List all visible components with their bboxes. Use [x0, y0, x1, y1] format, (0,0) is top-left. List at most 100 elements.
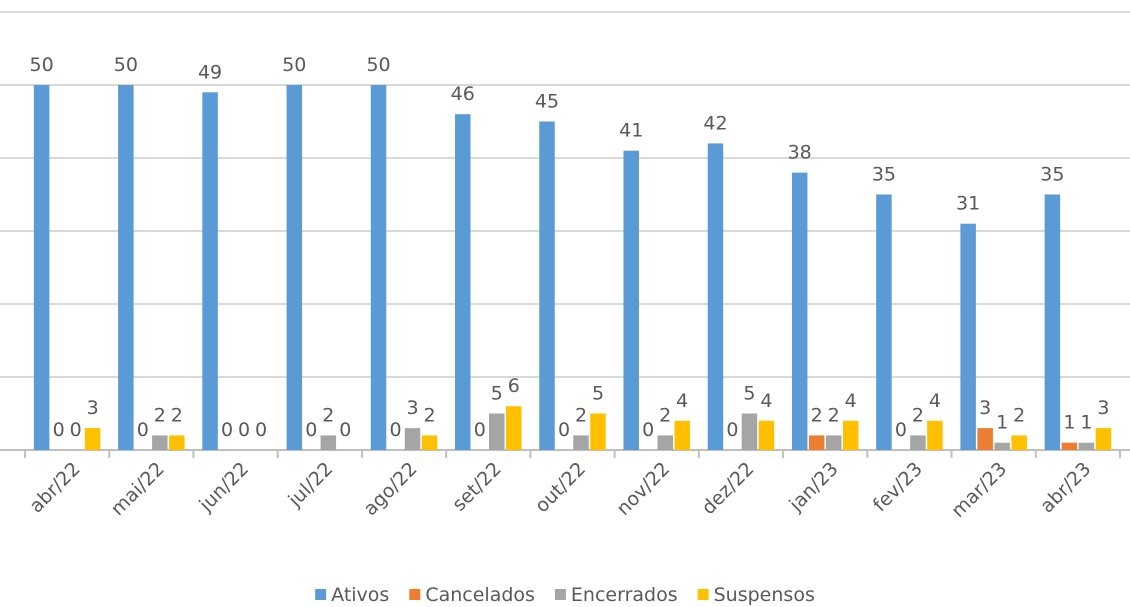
bar — [623, 150, 639, 450]
value-label: 0 — [221, 419, 233, 441]
legend-swatch — [554, 589, 566, 600]
value-label: 5 — [491, 383, 503, 405]
value-label: 3 — [87, 397, 99, 419]
value-label: 2 — [575, 404, 587, 426]
legend-swatch — [697, 589, 709, 600]
bar — [994, 442, 1010, 450]
value-label: 2 — [154, 404, 166, 426]
x-tick-label: ago/22 — [359, 458, 421, 520]
value-label: 0 — [642, 419, 654, 441]
x-tick-label: jul/22 — [283, 458, 337, 512]
value-label: 0 — [255, 419, 267, 441]
value-label: 0 — [339, 419, 351, 441]
x-tick-label: set/22 — [448, 458, 506, 516]
value-label: 3 — [406, 397, 418, 419]
value-label: 2 — [811, 404, 823, 426]
bar — [1095, 428, 1112, 450]
bar — [489, 413, 505, 450]
legend-label: Encerrados — [571, 584, 678, 606]
x-tick-label: jan/23 — [784, 458, 842, 516]
bar — [1011, 435, 1027, 450]
bar — [927, 420, 943, 450]
bar — [1078, 442, 1095, 450]
value-label: 1 — [996, 412, 1008, 434]
value-label: 5 — [743, 383, 755, 405]
value-label: 35 — [1040, 164, 1064, 186]
value-label: 2 — [1013, 404, 1025, 426]
x-tick-label: fev/23 — [869, 458, 927, 516]
bar — [977, 428, 993, 450]
x-tick-label: dez/22 — [697, 458, 758, 519]
value-label: 46 — [451, 83, 475, 105]
legend-label: Ativos — [331, 584, 389, 606]
value-label: 2 — [912, 404, 924, 426]
bar — [118, 85, 134, 450]
value-label: 2 — [171, 404, 183, 426]
value-label: 4 — [929, 390, 941, 412]
value-label: 2 — [423, 404, 435, 426]
value-label: 38 — [788, 142, 812, 164]
value-label: 50 — [282, 54, 306, 76]
bar — [657, 435, 673, 450]
bar — [286, 85, 303, 450]
x-tick-label: mai/22 — [107, 458, 169, 520]
bar — [590, 413, 606, 450]
bar — [842, 420, 859, 450]
value-label: 0 — [305, 419, 317, 441]
bar — [741, 413, 758, 450]
value-label: 0 — [70, 419, 82, 441]
legend-label: Suspensos — [714, 584, 815, 606]
value-label: 0 — [895, 419, 907, 441]
bar — [1061, 442, 1078, 450]
bar — [707, 143, 724, 450]
bar — [539, 121, 555, 450]
value-label: 4 — [845, 390, 857, 412]
bar — [758, 420, 775, 450]
value-label: 4 — [676, 390, 688, 412]
x-tick-label: abr/23 — [1036, 458, 1095, 517]
value-label: 50 — [366, 54, 390, 76]
bar — [202, 92, 218, 451]
x-tick-label: jun/22 — [194, 458, 253, 517]
bar — [1044, 194, 1061, 450]
value-label: 0 — [389, 419, 401, 441]
bar — [960, 223, 976, 450]
bar — [33, 85, 50, 450]
bar — [169, 435, 185, 450]
x-tick-label: mar/23 — [947, 458, 1011, 522]
legend-swatch — [315, 589, 327, 600]
bar — [404, 428, 421, 450]
value-label: 2 — [659, 404, 671, 426]
bar — [455, 114, 471, 450]
bar — [808, 435, 825, 450]
value-label: 6 — [508, 375, 520, 397]
value-label: 0 — [53, 419, 65, 441]
value-label: 0 — [558, 419, 570, 441]
bar — [370, 85, 387, 450]
bar — [152, 435, 168, 450]
legend-label: Cancelados — [425, 584, 535, 606]
value-label: 0 — [137, 419, 149, 441]
bar — [674, 420, 690, 450]
bar — [876, 194, 892, 450]
bar — [791, 172, 808, 450]
bar — [320, 435, 337, 450]
bar — [573, 435, 589, 450]
value-label: 0 — [238, 419, 250, 441]
value-label: 0 — [474, 419, 486, 441]
value-label: 1 — [1063, 412, 1075, 434]
bar — [84, 428, 101, 450]
bar — [910, 435, 926, 450]
value-label: 41 — [619, 120, 643, 142]
value-label: 3 — [1097, 397, 1109, 419]
value-label: 4 — [760, 390, 772, 412]
bar — [825, 435, 842, 450]
bar — [506, 406, 522, 450]
bar — [421, 435, 438, 450]
value-label: 50 — [114, 54, 138, 76]
value-label: 42 — [703, 112, 727, 134]
value-label: 3 — [979, 397, 991, 419]
value-label: 35 — [872, 164, 896, 186]
value-label: 45 — [535, 91, 559, 113]
